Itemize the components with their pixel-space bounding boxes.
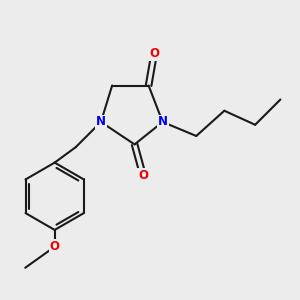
Text: O: O: [50, 240, 60, 253]
Text: N: N: [158, 116, 168, 128]
Text: N: N: [96, 116, 106, 128]
Text: O: O: [138, 169, 148, 182]
Text: O: O: [149, 47, 159, 60]
